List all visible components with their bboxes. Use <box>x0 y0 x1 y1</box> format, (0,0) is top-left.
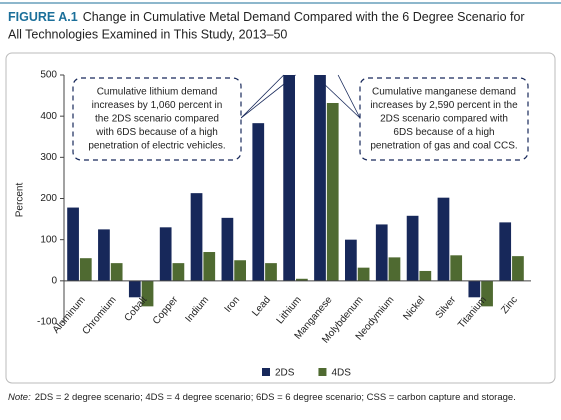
x-tick-label: Indium <box>184 295 212 325</box>
x-tick-label: Iron <box>223 295 243 315</box>
annotation-text: 6DS because of a high <box>393 127 494 138</box>
bar <box>252 123 265 281</box>
x-tick-label: Cobalt <box>122 294 149 323</box>
x-tick-label: Lithium <box>275 295 304 327</box>
y-tick-label: 200 <box>40 193 57 204</box>
annotation-text: increases by 2,590 percent in the <box>370 100 518 111</box>
bar <box>481 280 493 307</box>
bar <box>406 215 419 281</box>
plot <box>67 75 524 307</box>
bar <box>314 75 326 281</box>
annotation-box <box>72 77 242 161</box>
bar <box>172 263 185 281</box>
bar <box>98 229 110 281</box>
x-tick-label: Lead <box>250 295 273 319</box>
annotation-box <box>359 77 529 161</box>
bar <box>234 260 246 281</box>
bar <box>375 224 388 281</box>
x-tick-label: Titanium <box>456 295 489 331</box>
bar <box>468 280 481 298</box>
annotation-text: penetration of gas and coal CCS. <box>370 141 517 152</box>
bar <box>283 75 295 281</box>
bar <box>190 193 203 281</box>
note-line: Note: 2DS = 2 degree scenario; 4DS = 4 de… <box>8 392 516 403</box>
annotation-text: penetration of electric vehicles. <box>88 141 225 152</box>
frame <box>5 52 556 384</box>
bar <box>221 217 234 281</box>
annotation-text: Cumulative lithium demand <box>97 87 218 98</box>
bar <box>326 102 339 281</box>
bar <box>265 263 277 281</box>
x-tick-label: Silver <box>434 294 459 321</box>
x-tick-label: Copper <box>151 294 181 327</box>
bar <box>141 280 154 307</box>
x-tick-label: Zinc <box>499 295 520 317</box>
y-axis-label: Percent <box>15 183 26 218</box>
legend-swatch <box>318 368 327 376</box>
annotation-text: the 2DS scenario compared <box>95 114 219 125</box>
chart-title: Change in Cumulative Metal Demand Compar… <box>83 10 525 24</box>
legend-swatch <box>262 368 270 376</box>
bar <box>110 263 123 281</box>
x-tick-label: Nickel <box>401 295 427 323</box>
figure-label: FIGURE A.1 <box>8 10 78 24</box>
legend-label: 4DS <box>331 368 351 379</box>
bar <box>159 227 172 281</box>
legend-label: 2DS <box>275 368 295 379</box>
y-tick-label: 300 <box>40 152 57 163</box>
note-label: Note: <box>8 392 31 403</box>
bar <box>67 207 79 281</box>
bar <box>128 280 141 298</box>
annotation-text: increases by 1,060 percent in <box>92 100 223 111</box>
annotation-connector <box>314 74 361 119</box>
y-tick-label: 100 <box>40 234 57 245</box>
bar <box>437 197 450 281</box>
bar <box>357 267 370 281</box>
annotation-text: with 6DS because of a high <box>95 127 218 138</box>
y-tick-label: 500 <box>40 70 57 81</box>
note: 2DS = 2 degree scenario; 4DS = 4 degree … <box>35 392 516 403</box>
bar <box>345 239 357 281</box>
annotation-connector <box>337 74 361 119</box>
bar <box>388 257 401 281</box>
annotation-text: Cumulative manganese demand <box>372 87 516 98</box>
y-tick-label: 0 <box>51 275 57 286</box>
bar <box>79 258 92 281</box>
bar <box>450 255 463 281</box>
annotation-text: 2DS scenario compared with <box>380 114 508 125</box>
y-tick-label: 400 <box>40 111 57 122</box>
bar <box>203 252 216 281</box>
annotation-connector <box>240 74 296 119</box>
bar <box>512 256 524 281</box>
annotation-connector <box>240 74 285 119</box>
bar <box>419 270 432 281</box>
bar <box>499 222 512 281</box>
y-tick-label: -100 <box>37 317 57 328</box>
title-line: FIGURE A.1 Change in Cumulative Metal Dem… <box>8 10 525 24</box>
bar <box>296 278 308 281</box>
chart-title-cont: All Technologies Examined in This Study,… <box>8 27 287 41</box>
